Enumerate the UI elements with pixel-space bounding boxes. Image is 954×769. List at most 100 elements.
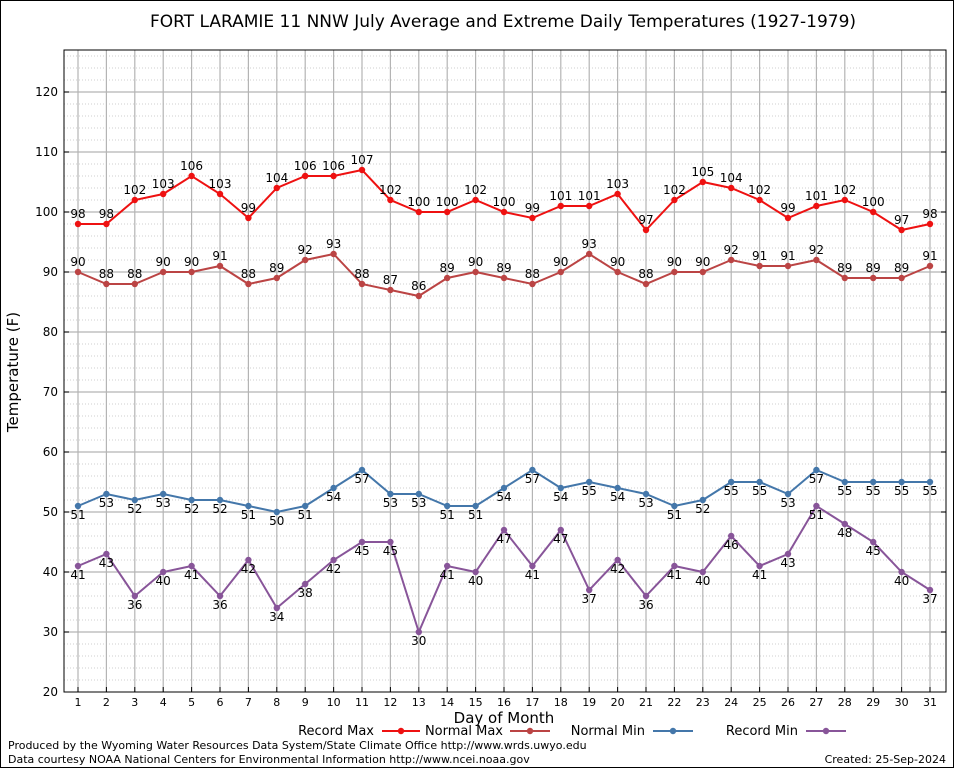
data-point [926,220,934,228]
data-point [472,196,479,204]
x-tick-label: 21 [639,696,653,709]
legend-marker [526,727,534,735]
data-point [870,274,877,282]
data-point [728,184,735,192]
data-label: 41 [70,568,85,582]
data-label: 103 [152,177,175,191]
data-label: 87 [383,273,398,287]
data-point [926,478,934,486]
y-tick-label: 80 [43,325,58,339]
data-point [642,226,650,234]
data-label: 48 [837,526,852,540]
data-label: 53 [156,496,171,510]
data-point [870,208,877,216]
data-point [103,220,110,228]
data-point [614,268,621,276]
data-point [756,562,763,570]
data-label: 100 [862,195,885,209]
footer-data-courtesy: Data courtesy NOAA National Centers for … [8,753,530,766]
data-label: 52 [184,502,199,516]
data-point [160,568,167,576]
data-point [500,274,508,282]
data-label: 47 [553,532,568,546]
data-label: 100 [407,195,430,209]
data-point [728,478,735,486]
data-label: 102 [464,183,487,197]
data-point [330,556,337,564]
data-point [926,586,934,594]
data-point [472,502,479,510]
data-point [103,490,110,498]
data-label: 57 [354,472,369,486]
data-point [273,274,280,282]
data-label: 47 [496,532,511,546]
x-tick-label: 18 [554,696,568,709]
data-label: 90 [667,255,682,269]
data-point [358,538,366,546]
data-label: 55 [752,484,767,498]
data-label: 30 [411,634,426,648]
data-label: 101 [805,189,828,203]
data-label: 54 [326,490,341,504]
data-point [444,274,451,282]
y-tick-label: 110 [35,145,58,159]
data-label: 37 [922,592,937,606]
legend-item: Record Max [298,724,420,739]
data-point [330,484,337,492]
x-tick-label: 27 [809,696,823,709]
data-label: 40 [894,574,909,588]
data-point [529,466,536,474]
data-label: 98 [99,207,114,221]
data-label: 51 [809,508,824,522]
data-point [756,262,763,270]
data-point [671,268,678,276]
data-label: 52 [212,502,227,516]
data-label: 102 [123,183,146,197]
data-point [529,214,536,222]
data-label: 89 [866,261,881,275]
data-label: 102 [833,183,856,197]
y-tick-label: 30 [43,625,58,639]
x-tick-label: 23 [696,696,710,709]
data-label: 40 [695,574,710,588]
data-point [444,562,451,570]
data-point [74,268,82,276]
data-point [500,484,508,492]
series-normal-max: 90 88 88 90 90 91 88 89 92 93 88 87 86 89 90 89 88 90 93 90… [70,237,938,300]
data-label: 98 [70,207,85,221]
data-label: 98 [922,207,937,221]
x-tick-label: 17 [525,696,539,709]
data-point [188,172,195,180]
data-point [103,550,110,558]
data-point [444,208,451,216]
data-point [699,268,706,276]
data-point [188,562,195,570]
data-label: 55 [582,484,597,498]
data-label: 93 [582,237,597,251]
legend-label: Record Min [726,724,798,739]
data-label: 89 [269,261,284,275]
data-label: 90 [610,255,625,269]
data-label: 45 [354,544,369,558]
data-label: 52 [695,502,710,516]
data-label: 88 [127,267,142,281]
data-point [671,562,678,570]
data-label: 88 [99,267,114,281]
data-label: 92 [809,243,824,257]
data-point [216,592,224,600]
x-tick-label: 5 [188,696,195,709]
x-tick-label: 19 [582,696,596,709]
data-label: 53 [638,496,653,510]
data-label: 43 [780,556,795,570]
y-tick-label: 50 [43,505,58,519]
data-point [841,478,848,486]
data-point [131,592,138,600]
data-point [557,484,564,492]
data-point [813,202,820,210]
data-point [216,496,224,504]
x-tick-label: 2 [103,696,110,709]
data-label: 90 [468,255,483,269]
data-label: 88 [241,267,256,281]
data-point [784,550,792,558]
data-label: 34 [269,610,284,624]
